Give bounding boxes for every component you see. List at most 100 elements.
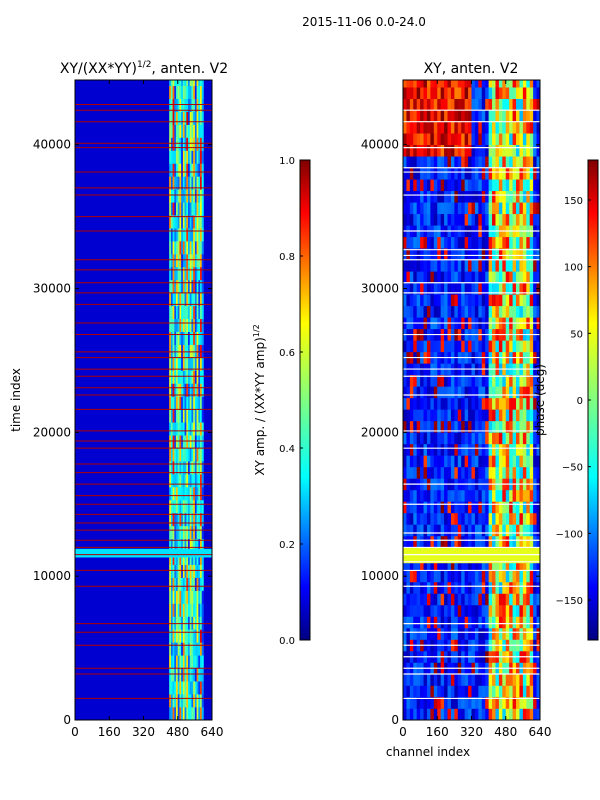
right-heatmap-cell (430, 271, 435, 284)
right-heatmap-cell (440, 708, 445, 720)
right-heatmap-cell (471, 604, 476, 617)
right-heatmap-cell (468, 558, 472, 571)
right-heatmap-cell (481, 466, 486, 479)
right-heatmap-cell (457, 386, 462, 399)
right-heatmap-cell (433, 455, 438, 468)
right-heatmap-cell (433, 248, 438, 261)
left-heatmap-cell (172, 124, 175, 138)
right-heatmap-cell (478, 190, 483, 203)
left-heatmap-cell (200, 642, 203, 656)
right-heatmap-cell (481, 604, 486, 617)
right-heatmap-cell (454, 627, 459, 640)
left-heatmap-cell (201, 279, 204, 294)
right-heatmap-cell (492, 432, 496, 445)
right-heatmap-cell (403, 604, 407, 617)
right-heatmap-cell (471, 593, 476, 606)
right-heatmap-cell (444, 87, 448, 99)
right-heatmap-cell (461, 190, 465, 203)
right-heatmap-cell (522, 190, 527, 203)
right-heatmap-cell (536, 397, 540, 410)
right-heatmap-cell (498, 616, 503, 629)
right-heatmap-cell (403, 144, 407, 157)
right-heatmap-cell (522, 110, 527, 123)
right-heatmap-cell (533, 386, 537, 399)
left-heatmap-cell (169, 603, 172, 617)
right-heatmap-cell (536, 305, 540, 318)
right-heatmap-cell (450, 386, 455, 399)
right-heatmap-cell (502, 248, 507, 261)
left-heatmap-cell (174, 551, 177, 565)
phase-colorbar-tick-label: 50 (570, 329, 583, 340)
left-heatmap-cell (193, 396, 196, 410)
right-heatmap-cell (492, 455, 496, 468)
right-heatmap-cell (457, 190, 462, 203)
left-heatmap-cell (201, 124, 204, 138)
left-heatmap-cell (196, 642, 199, 656)
right-heatmap-cell (474, 179, 479, 192)
left-heatmap-cell (172, 292, 175, 307)
left-heatmap-cell (196, 474, 199, 488)
left-heatmap-cell (194, 228, 197, 242)
right-heatmap-cell (478, 558, 483, 571)
left-heatmap-cell (186, 163, 189, 177)
left-heatmap-cell (174, 254, 177, 268)
right-heatmap-cell (502, 696, 507, 709)
right-heatmap-cell (522, 305, 527, 318)
right-heatmap-cell (413, 179, 417, 192)
right-heatmap-cell (457, 627, 462, 640)
left-heatmap-cell (189, 461, 192, 475)
right-heatmap-cell (502, 489, 507, 502)
right-heatmap-cell (409, 156, 414, 169)
right-heatmap-cell (492, 673, 496, 686)
left-heatmap-cell (194, 383, 197, 397)
left-heatmap-cell (172, 538, 175, 553)
right-heatmap-cell (474, 432, 479, 445)
right-heatmap-cell (416, 386, 421, 399)
left-heatmap-cell (186, 538, 189, 553)
right-heatmap-cell (464, 420, 469, 433)
right-heatmap-cell (516, 167, 520, 180)
right-heatmap-cell (447, 282, 452, 295)
right-heatmap-cell (502, 156, 507, 169)
left-heatmap-cell (198, 202, 201, 216)
right-heatmap-cell (505, 627, 510, 640)
amplitude-colorbar-ticks: 0.00.20.40.60.81.0 (279, 156, 303, 647)
right-heatmap-cell (433, 581, 438, 594)
right-heatmap-cell (526, 501, 531, 514)
right-heatmap-cell (447, 455, 452, 468)
right-heatmap-cell (474, 685, 479, 698)
right-heatmap-cell (478, 489, 483, 502)
left-heatmap-cell (201, 163, 204, 177)
right-heatmap-cell (457, 121, 462, 134)
left-heatmap-cell (188, 461, 191, 475)
right-heatmap-cell (409, 443, 414, 456)
right-heatmap-cell (536, 616, 540, 629)
right-heatmap-cell (509, 110, 513, 123)
right-heatmap-cell (478, 271, 483, 284)
left-heatmap-cell (193, 318, 196, 332)
left-heatmap-cell (189, 655, 192, 669)
left-heatmap-cell (198, 694, 201, 708)
right-heatmap-cell (488, 524, 493, 537)
left-heatmap-cell (198, 383, 201, 397)
left-heatmap-cell (174, 577, 177, 591)
right-heatmap-cell (492, 512, 496, 525)
right-heatmap-cell (426, 167, 431, 180)
right-heatmap-cell (454, 386, 459, 399)
left-heatmap-cell (172, 111, 175, 125)
right-heatmap-cell (471, 144, 476, 157)
left-heatmap-cell (179, 435, 182, 449)
right-heatmap-cell (512, 294, 517, 307)
right-heatmap-cell (512, 80, 517, 88)
left-heatmap-cell (182, 538, 185, 553)
right-heatmap-cell (488, 144, 493, 157)
right-heatmap-cell (488, 420, 493, 433)
left-heatmap-cell (194, 694, 197, 708)
right-heatmap-cell (406, 386, 411, 399)
right-heatmap-cell (526, 581, 531, 594)
left-heatmap-cell (169, 707, 172, 720)
right-heatmap-cell (488, 156, 493, 169)
right-heatmap-cell (474, 305, 479, 318)
right-heatmap-cell (420, 420, 424, 433)
right-heatmap-cell (403, 501, 407, 514)
